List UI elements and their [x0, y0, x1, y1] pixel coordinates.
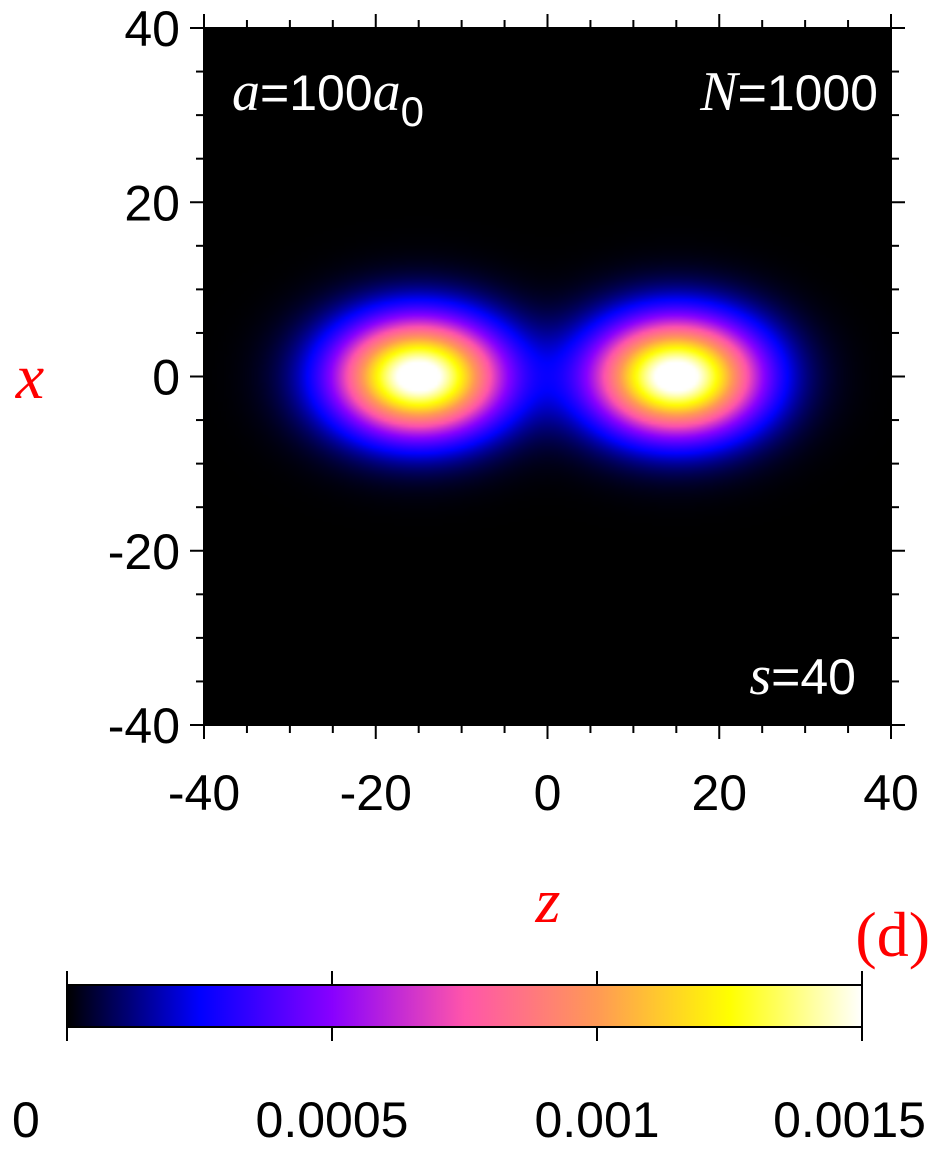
x-tick-label: -20 [340, 765, 412, 821]
density-heatmap-container [204, 28, 891, 725]
density-plot-panel: -40 -20 0 20 40 40 20 0 -20 -40 a=100a0 N=1000 s=… [108, 1, 919, 821]
colorbar: 0 0.0005 0.001 0.0015 [12, 971, 926, 1148]
atom-number-label: N=1000 [699, 61, 878, 123]
colorbar-tick-label: 0.001 [534, 1092, 659, 1148]
colorbar-tick-label: 0.0015 [773, 1092, 926, 1148]
y-tick-label: -40 [108, 698, 180, 754]
y-axis-title: x [15, 341, 44, 412]
x-tick-label: 20 [691, 765, 747, 821]
colorbar-tick-label: 0 [12, 1092, 40, 1148]
colorbar-bar [66, 984, 863, 1028]
colorbar-ticks: 0 0.0005 0.001 0.0015 [12, 971, 926, 1148]
x-axis-title: z [535, 865, 561, 936]
density-heatmap [204, 28, 891, 725]
x-tick-label: 40 [863, 765, 919, 821]
axis-ticks [190, 14, 905, 739]
parameter-s-label: s=40 [749, 645, 856, 707]
y-tick-label: 20 [124, 175, 180, 231]
y-tick-label: 40 [124, 1, 180, 57]
axis-tick-labels: -40 -20 0 20 40 40 20 0 -20 -40 [108, 1, 919, 821]
x-tick-label: 0 [534, 765, 562, 821]
x-tick-label: -40 [168, 765, 240, 821]
y-tick-label: -20 [108, 524, 180, 580]
panel-label: (d) [855, 899, 930, 970]
y-tick-label: 0 [152, 350, 180, 406]
scattering-length-label: a=100a0 [232, 61, 424, 135]
colorbar-tick-label: 0.0005 [256, 1092, 409, 1148]
